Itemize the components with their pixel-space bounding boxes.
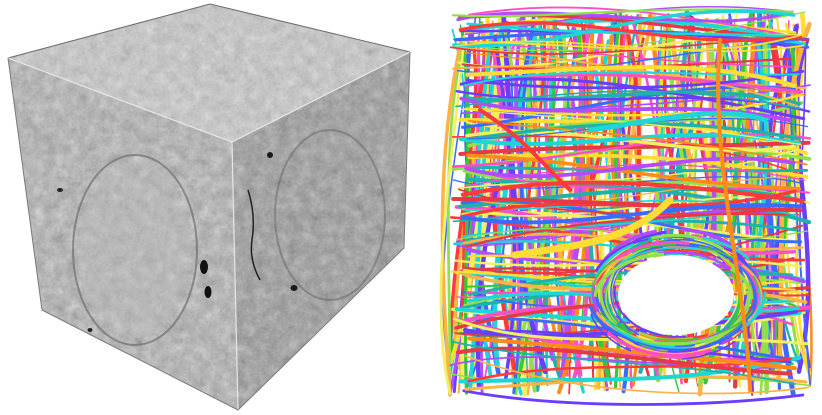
neurite-wrap [597, 246, 762, 349]
em-volume-panel [7, 3, 411, 411]
neurite-strand [587, 110, 768, 133]
em-cube [7, 3, 411, 411]
neurite-wrap [610, 238, 749, 346]
neurite-strand [465, 153, 801, 191]
neurite-strand [459, 77, 806, 121]
neurite-strand [466, 22, 799, 38]
neurite-strand [464, 11, 806, 52]
neurite-strand [511, 196, 674, 259]
neurite-strand [465, 165, 809, 173]
neurite-strand [716, 38, 752, 392]
neurite-strand [454, 259, 802, 268]
neurite-wrap [593, 252, 754, 346]
segmentation-panel [420, 0, 822, 415]
neurite-wrap [599, 233, 751, 350]
neurite-wrap [589, 240, 761, 358]
neurite-strand [439, 35, 466, 395]
neurite-strand [465, 207, 793, 248]
neurite-wrap [591, 243, 760, 341]
neurite-strand [458, 21, 802, 42]
neurite-strand [467, 120, 808, 166]
neurite-strand [457, 148, 800, 190]
neurite-strand [493, 34, 517, 381]
neurite-strand [465, 176, 798, 206]
neurite-wrap [592, 234, 767, 349]
neurite-strand [478, 108, 572, 192]
neurite-strand [456, 10, 794, 23]
cell-body-void [618, 255, 734, 335]
neurite-strand [446, 40, 465, 376]
neurite-strand [464, 165, 811, 194]
neurite-strand [465, 65, 797, 88]
neurite-strand [467, 336, 797, 371]
neurite-strand [460, 180, 805, 203]
neurite-strand [464, 355, 809, 395]
neurite-segmentation [439, 6, 813, 406]
neurite-strand [460, 108, 802, 146]
cube-edge [7, 3, 411, 59]
neurite-strand [468, 33, 805, 51]
neurite-strand [462, 389, 805, 406]
neurite-strand [460, 203, 803, 225]
neurite-strand [463, 71, 800, 87]
neurite-strand [458, 355, 802, 384]
neurite-strand [464, 93, 803, 117]
neurite-strand [452, 9, 796, 48]
nucleus-outline [72, 154, 198, 346]
neurite-strand [451, 197, 803, 213]
neurite-strand [465, 163, 806, 187]
neurite-strand [440, 37, 464, 397]
neurite-strand [464, 156, 796, 179]
neurite-strand [455, 90, 802, 110]
neurite-strands-front [478, 38, 768, 392]
neurite-strand [455, 228, 808, 241]
